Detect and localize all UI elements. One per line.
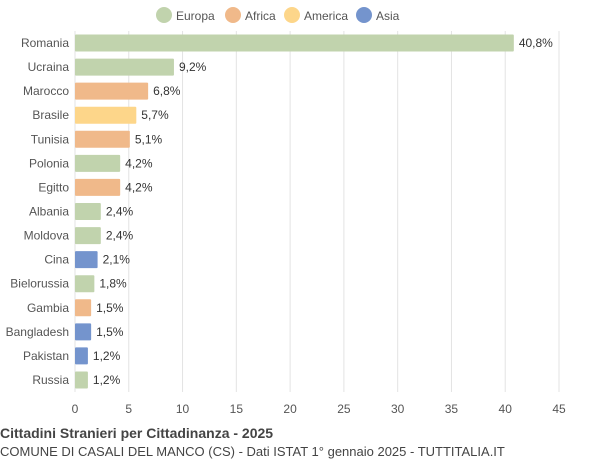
bar xyxy=(75,106,137,124)
category-label: Pakistan xyxy=(23,349,69,363)
legend-swatch xyxy=(225,7,241,23)
data-label: 1,5% xyxy=(96,301,124,315)
x-tick-label: 40 xyxy=(499,402,513,416)
x-tick-label: 0 xyxy=(72,402,79,416)
legend-label: Africa xyxy=(245,9,276,23)
data-label: 5,7% xyxy=(141,108,169,122)
x-tick-label: 10 xyxy=(176,402,190,416)
bars: Romania 40,8% Ucraina 9,2% Marocco 6,8% Brasil… xyxy=(6,34,553,389)
legend-swatch xyxy=(356,7,372,23)
legend: Europa Africa America Asia xyxy=(156,7,400,23)
bar xyxy=(75,178,121,196)
data-label: 5,1% xyxy=(135,132,163,146)
legend-swatch xyxy=(156,7,172,23)
category-label: Romania xyxy=(21,36,69,50)
bar-chart: Europa Africa America Asia Romania 40,8% Ucra… xyxy=(6,7,566,416)
bar xyxy=(75,130,130,148)
x-tick-label: 30 xyxy=(391,402,405,416)
data-label: 2,1% xyxy=(103,253,131,267)
data-label: 1,8% xyxy=(99,277,127,291)
x-tick-label: 35 xyxy=(445,402,459,416)
data-label: 1,2% xyxy=(93,349,121,363)
bar xyxy=(75,227,101,245)
legend-item: America xyxy=(284,7,348,23)
data-label: 40,8% xyxy=(519,36,553,50)
x-tick-label: 5 xyxy=(125,402,132,416)
legend-label: Europa xyxy=(176,9,215,23)
legend-label: Asia xyxy=(376,9,400,23)
bar xyxy=(75,251,98,269)
chart-subtitle: COMUNE DI CASALI DEL MANCO (CS) - Dati I… xyxy=(0,444,505,459)
category-label: Polonia xyxy=(29,156,69,170)
bar xyxy=(75,275,95,293)
category-label: Gambia xyxy=(27,301,69,315)
legend-swatch xyxy=(284,7,300,23)
data-label: 9,2% xyxy=(179,60,207,74)
bar xyxy=(75,299,92,317)
data-label: 4,2% xyxy=(125,156,153,170)
bar xyxy=(75,203,101,220)
legend-item: Europa xyxy=(156,7,215,23)
category-label: Brasile xyxy=(32,108,69,122)
legend-item: Asia xyxy=(356,7,400,23)
x-tick-label: 25 xyxy=(337,402,351,416)
data-label: 6,8% xyxy=(153,84,181,98)
x-tick-label: 45 xyxy=(552,402,566,416)
data-label: 1,5% xyxy=(96,325,124,339)
category-label: Moldova xyxy=(24,229,70,243)
data-label: 2,4% xyxy=(106,205,134,219)
category-label: Egitto xyxy=(38,180,69,194)
data-label: 4,2% xyxy=(125,180,153,194)
category-label: Bangladesh xyxy=(6,325,69,339)
bar xyxy=(75,34,514,52)
chart-title: Cittadini Stranieri per Cittadinanza - 2… xyxy=(0,425,274,441)
category-label: Cina xyxy=(44,253,69,267)
bar xyxy=(75,371,88,389)
x-axis: 0 5 10 15 20 25 30 35 40 45 xyxy=(72,402,566,416)
bar xyxy=(75,154,121,172)
category-label: Tunisia xyxy=(31,132,70,146)
bar xyxy=(75,58,174,76)
x-tick-label: 15 xyxy=(230,402,244,416)
bar xyxy=(75,82,149,100)
category-label: Albania xyxy=(29,205,69,219)
bar xyxy=(75,347,88,365)
category-label: Marocco xyxy=(23,84,69,98)
category-label: Russia xyxy=(32,373,69,387)
data-label: 2,4% xyxy=(106,229,134,243)
x-tick-label: 20 xyxy=(283,402,297,416)
data-label: 1,2% xyxy=(93,373,121,387)
category-label: Ucraina xyxy=(28,60,70,74)
legend-item: Africa xyxy=(225,7,276,23)
legend-label: America xyxy=(304,9,348,23)
bar xyxy=(75,323,92,341)
category-label: Bielorussia xyxy=(10,277,69,291)
